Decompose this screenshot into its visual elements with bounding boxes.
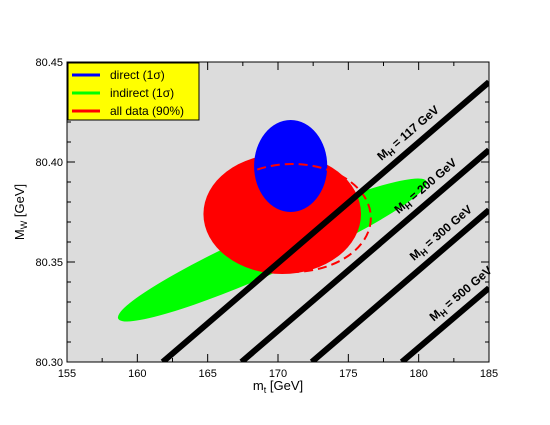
legend: direct (1σ) indirect (1σ) all data (90%)	[67, 62, 200, 121]
higgs-line-2	[239, 147, 489, 362]
y-tick-label: 80.30	[35, 357, 63, 369]
higgs-line-3	[309, 207, 489, 362]
x-axis-label-main: m	[253, 378, 264, 393]
legend-label: all data (90%)	[110, 104, 184, 118]
x-tick-label: 165	[198, 368, 216, 380]
x-tick-label: 160	[128, 368, 146, 380]
higgs-line-1	[160, 79, 489, 362]
legend-label: indirect (1σ)	[110, 86, 174, 100]
x-tick-label: 175	[339, 368, 357, 380]
x-tick-label: 185	[480, 368, 498, 380]
y-axis-label-unit: [GeV]	[12, 184, 27, 221]
y-tick-label: 80.40	[35, 157, 63, 169]
plot-content	[117, 79, 489, 362]
higgs-label-sub: H	[386, 147, 397, 159]
higgs-label-sub: H	[403, 200, 414, 212]
y-axis-label: MW [GeV]	[12, 184, 29, 240]
legend-label: direct (1σ)	[110, 68, 165, 82]
x-axis-label-unit: [GeV]	[266, 378, 303, 393]
x-tick-label: 170	[269, 368, 287, 380]
y-axis-label-sub: W	[19, 220, 29, 229]
higgs-line-4	[399, 285, 489, 362]
y-axis-label-main: M	[12, 229, 27, 240]
x-axis-label: mt [GeV]	[253, 378, 303, 395]
y-tick-label: 80.35	[35, 257, 63, 269]
x-tick-label: 180	[409, 368, 427, 380]
x-tick-label: 155	[58, 368, 76, 380]
y-tick-label: 80.45	[35, 57, 63, 69]
higgs-label-sub: H	[418, 247, 429, 259]
all-data-dashed-contour	[212, 163, 372, 273]
higgs-label-sub: H	[438, 307, 449, 319]
x-axis-label-sub: t	[264, 385, 267, 395]
region-direct	[254, 120, 328, 212]
